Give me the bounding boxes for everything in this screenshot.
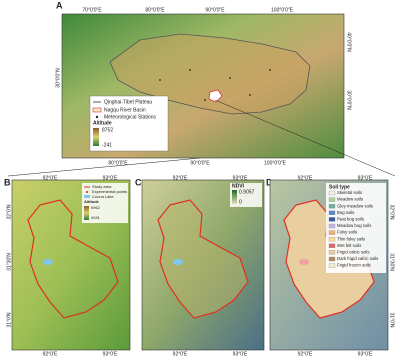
legend-swatch — [328, 223, 336, 229]
coord-label: 30°0'0"N — [55, 68, 61, 88]
legend-swatch — [92, 107, 102, 113]
coord-label: 92°0'E — [43, 351, 58, 357]
legend-swatch — [328, 217, 336, 222]
panel-label: D — [266, 177, 273, 187]
legend-label: Skeletal soils — [337, 190, 362, 195]
study-area — [157, 199, 249, 319]
legend-label: Nagqu River Basin — [104, 107, 146, 113]
legend-label: Thin fulvy soils — [337, 236, 365, 241]
stations — [159, 69, 271, 101]
legend-label: Fulvy soils — [337, 230, 357, 235]
legend-label: Meadow soils — [337, 197, 363, 202]
legend-title: Soil type — [329, 184, 350, 190]
legend-label: Dark frigid calcic soils — [337, 256, 378, 261]
coord-label: 30°0'0"N — [346, 90, 352, 110]
altitude-ramp — [84, 206, 89, 220]
altitude-ramp — [93, 128, 99, 146]
ramp-label: 5962 — [91, 205, 101, 210]
coord-label: 31°0'N — [6, 312, 12, 327]
coord-label: 90°0'0"E — [190, 160, 210, 166]
coord-label: 100°0'0"E — [271, 7, 294, 13]
legend-label: Wet felt soils — [337, 243, 361, 248]
legend-title: Altitude — [93, 120, 112, 126]
legend-box — [82, 183, 128, 223]
coord-label: 93°0'E — [233, 175, 248, 181]
legend-label: Experimental points — [92, 189, 127, 194]
legend-label: Frigid calcic soils — [337, 250, 369, 255]
ndvi-ramp — [232, 190, 237, 204]
legend-swatch — [84, 195, 90, 198]
legend-swatch — [95, 115, 99, 119]
coord-label: 31°0'N — [389, 313, 395, 328]
ramp-label: 4041 — [91, 215, 101, 220]
legend-swatch — [328, 237, 336, 242]
legend-label: Frigid frozen soils — [337, 263, 371, 268]
coord-label: 92°0'E — [173, 351, 188, 357]
legend-label: Gley meadow soils — [337, 203, 373, 208]
panel-label: B — [4, 177, 11, 187]
connector — [214, 99, 396, 177]
coord-label: 93°0'E — [103, 175, 118, 181]
legend-swatch — [328, 256, 336, 262]
coord-label: 92°0'E — [43, 175, 58, 181]
legend-label: Bog soils — [337, 210, 354, 215]
ramp-label: -241 — [102, 142, 112, 148]
legend-label: Qinghai-Tibet Plateau — [104, 99, 152, 105]
legend-box — [89, 95, 169, 152]
coord-label: 93°0'E — [358, 175, 373, 181]
coord-label: 40°0'0"N — [346, 32, 352, 52]
legend-label: Meadow bog soils — [337, 223, 371, 228]
coord-label: 80°0'0"E — [145, 7, 165, 13]
coord-label: 93°0'E — [358, 351, 373, 357]
lake — [43, 259, 53, 265]
soil-patch — [299, 259, 309, 265]
coord-label: 93°0'E — [233, 351, 248, 357]
legend-label: Meteorological Stations — [104, 114, 156, 120]
legend-label: Peat bog soils — [337, 217, 364, 222]
legend-title: Altitude — [84, 199, 100, 204]
legend-box — [326, 183, 386, 273]
legend-swatch — [328, 197, 336, 202]
panel-label: A — [56, 0, 63, 10]
coord-label: 90°0'0"E — [205, 7, 225, 13]
ramp-label: 0.9057 — [239, 189, 255, 195]
coord-label: 70°0'0"E — [82, 7, 102, 13]
ramp-label: 0 — [239, 199, 242, 205]
legend-label: Study area — [92, 184, 112, 189]
coord-label: 31°30'N — [389, 253, 395, 271]
legend-swatch — [328, 204, 336, 209]
legend-swatch — [328, 210, 336, 215]
coord-label: 92°0'E — [298, 351, 313, 357]
coord-label: 80°0'0"E — [108, 160, 128, 166]
lake — [173, 259, 183, 265]
legend-swatch — [328, 243, 336, 248]
panel-label: C — [135, 177, 142, 187]
legend-swatch — [328, 250, 336, 255]
legend-swatch — [328, 263, 336, 268]
basin-marker — [208, 89, 223, 103]
ramp-label: 8752 — [102, 127, 113, 133]
coord-label: 32°0'N — [6, 204, 12, 219]
coord-label: 32°0'N — [389, 205, 395, 220]
legend-swatch — [328, 230, 336, 235]
coord-label: 100°0'0"E — [264, 160, 287, 166]
coord-label: 31°30'N — [6, 253, 12, 271]
legend-swatch — [328, 190, 336, 196]
legend-swatch — [86, 191, 88, 193]
legend-label: Cuona Lake — [92, 194, 114, 199]
connector — [7, 157, 201, 177]
coord-label: 92°0'E — [173, 175, 188, 181]
study-area — [27, 199, 119, 319]
coord-label: 93°0'E — [103, 351, 118, 357]
legend-title: NDVI — [232, 183, 245, 189]
coord-label: 92°0'E — [298, 175, 313, 181]
